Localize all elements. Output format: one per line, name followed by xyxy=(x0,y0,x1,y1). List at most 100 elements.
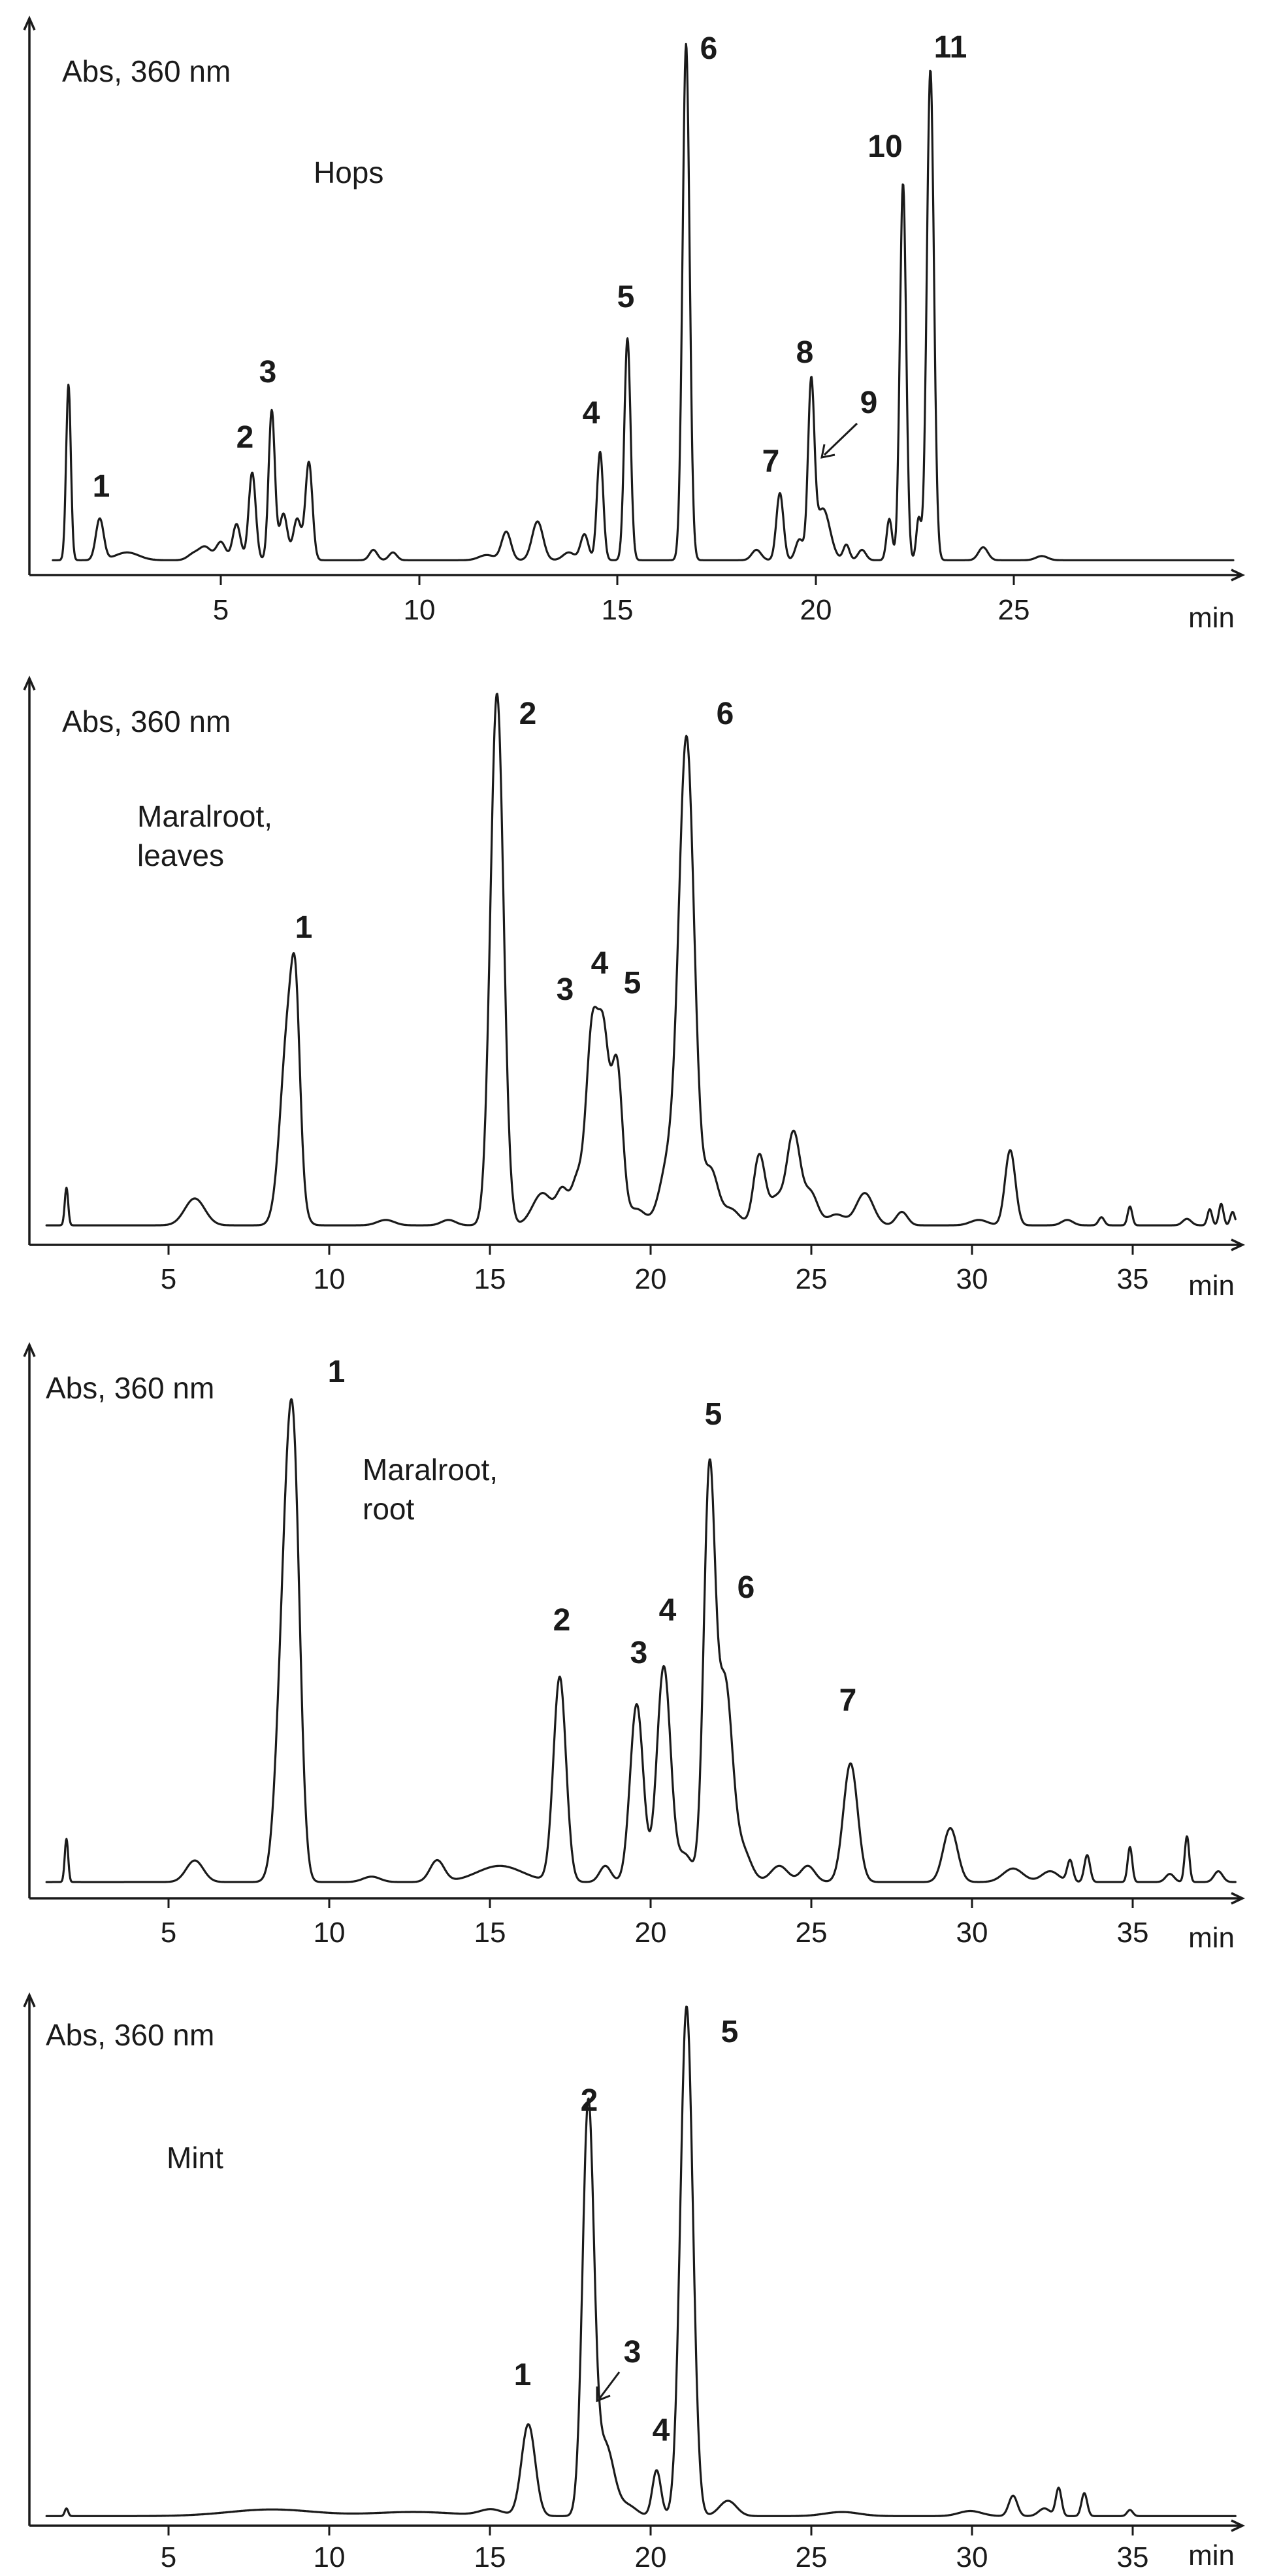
x-tick-label: 15 xyxy=(474,1917,506,1949)
x-tick-label: 5 xyxy=(213,594,229,626)
x-axis-unit: min xyxy=(1188,1922,1235,1954)
peak-label-4: 4 xyxy=(653,2413,670,2448)
x-tick-label: 35 xyxy=(1117,1263,1149,1295)
x-tick-label: 5 xyxy=(161,2541,176,2573)
panel-maralroot-root: 5 10 15 20 25 30 35 min Abs, 360 nm Mara… xyxy=(23,1342,1246,1954)
sample-label-line-1: Maralroot, xyxy=(137,799,272,833)
x-tick-label: 25 xyxy=(796,1917,828,1949)
panel-maralroot-leaves: 5 10 15 20 25 30 35 min Abs, 360 nm Mara… xyxy=(23,675,1246,1302)
x-tick-label: 10 xyxy=(404,594,436,626)
x-tick-label: 35 xyxy=(1117,1917,1149,1949)
peak-label-11: 11 xyxy=(934,30,967,65)
x-tick-label: 15 xyxy=(474,2541,506,2573)
y-axis-arrow xyxy=(23,1992,36,2007)
x-ticks-maralroot-leaves: 5 10 15 20 25 30 35 xyxy=(161,1245,1149,1295)
x-tick-label: 35 xyxy=(1117,2541,1149,2573)
x-axis-unit: min xyxy=(1188,1270,1235,1302)
x-tick-label: 10 xyxy=(314,1263,346,1295)
peak-label-1: 1 xyxy=(93,469,110,504)
trace-maralroot-root xyxy=(45,1398,1237,1883)
peak-label-3: 3 xyxy=(557,972,574,1007)
panel-mint: 5 10 15 20 25 30 35 min Abs, 360 nm Mint… xyxy=(23,1992,1246,2573)
x-tick-label: 20 xyxy=(635,2541,667,2573)
x-tick-label: 15 xyxy=(602,594,634,626)
peak-label-9: 9 xyxy=(860,386,878,420)
y-axis-label: Abs, 360 nm xyxy=(62,704,231,738)
panel-hops: 5 10 15 20 25 min Abs, 360 nm Hops 1 2 3… xyxy=(23,15,1246,634)
x-axis-unit: min xyxy=(1188,2539,1235,2571)
sample-label-line-1: Maralroot, xyxy=(363,1453,498,1487)
peak-label-2: 2 xyxy=(519,697,537,731)
y-axis-arrow xyxy=(23,675,36,691)
peak-labels-hops: 1 2 3 4 5 6 7 8 9 10 11 xyxy=(93,30,967,504)
x-tick-label: 25 xyxy=(796,2541,828,2573)
peak-label-1: 1 xyxy=(295,910,313,945)
x-tick-label: 20 xyxy=(635,1917,667,1949)
x-tick-label: 20 xyxy=(635,1263,667,1295)
peak-labels-maralroot-root: 1 2 3 4 5 6 7 xyxy=(328,1355,857,1718)
peak-label-3: 3 xyxy=(624,2335,641,2370)
peak-label-3: 3 xyxy=(630,1636,648,1670)
peak-label-5: 5 xyxy=(624,966,641,1000)
peak-label-4: 4 xyxy=(659,1593,677,1628)
x-axis-unit: min xyxy=(1188,602,1235,634)
x-tick-label: 25 xyxy=(796,1263,828,1295)
peak-labels-mint: 1 2 3 4 5 xyxy=(514,2015,739,2448)
x-axis-arrow xyxy=(1231,1892,1246,1905)
peak-label-2: 2 xyxy=(236,420,254,455)
x-tick-label: 30 xyxy=(956,1263,988,1295)
peak-label-6: 6 xyxy=(737,1570,755,1605)
sample-label-line-2: leaves xyxy=(137,838,224,872)
peak-label-2: 2 xyxy=(581,2083,598,2118)
peak-label-7: 7 xyxy=(839,1683,857,1718)
x-axis-arrow xyxy=(1231,1238,1246,1251)
peak-label-3: 3 xyxy=(259,355,277,389)
trace-maralroot-leaves xyxy=(45,693,1237,1227)
x-tick-label: 30 xyxy=(956,2541,988,2573)
sample-label-line-2: root xyxy=(363,1492,414,1526)
x-tick-label: 5 xyxy=(161,1917,176,1949)
trace-hops xyxy=(52,42,1235,561)
pointer-line xyxy=(598,2371,621,2399)
x-axis-arrow xyxy=(1231,2519,1246,2532)
x-axis-arrow xyxy=(1231,569,1246,582)
peak-label-6: 6 xyxy=(700,31,718,66)
pointer-peak-9 xyxy=(820,422,858,459)
x-tick-label: 30 xyxy=(956,1917,988,1949)
trace-mint xyxy=(45,2006,1237,2517)
pointer-head xyxy=(596,2386,611,2403)
peak-label-1: 1 xyxy=(328,1355,346,1389)
peak-label-5: 5 xyxy=(705,1397,722,1432)
pointer-peak-3 xyxy=(596,2371,621,2403)
peak-label-1: 1 xyxy=(514,2358,532,2392)
x-tick-label: 5 xyxy=(161,1263,176,1295)
peak-label-8: 8 xyxy=(796,335,814,370)
y-axis-arrow xyxy=(23,1342,36,1357)
peak-labels-maralroot-leaves: 1 2 3 4 5 6 xyxy=(295,697,734,1007)
peak-label-10: 10 xyxy=(867,129,902,164)
peak-label-5: 5 xyxy=(721,2015,739,2049)
x-ticks-hops: 5 10 15 20 25 xyxy=(213,575,1030,626)
x-tick-label: 25 xyxy=(998,594,1030,626)
y-axis-label: Abs, 360 nm xyxy=(46,1371,214,1405)
peak-label-4: 4 xyxy=(583,396,600,431)
x-tick-label: 10 xyxy=(314,2541,346,2573)
sample-label: Hops xyxy=(314,156,383,190)
y-axis-label: Abs, 360 nm xyxy=(46,2018,214,2052)
peak-label-5: 5 xyxy=(617,280,635,314)
peak-label-2: 2 xyxy=(553,1603,571,1638)
peak-label-6: 6 xyxy=(717,697,734,731)
pointer-line xyxy=(823,422,858,456)
y-axis-arrow xyxy=(23,15,36,31)
peak-label-7: 7 xyxy=(762,444,780,479)
x-tick-label: 20 xyxy=(800,594,832,626)
x-ticks-maralroot-root: 5 10 15 20 25 30 35 xyxy=(161,1898,1149,1949)
x-tick-label: 15 xyxy=(474,1263,506,1295)
x-tick-label: 10 xyxy=(314,1917,346,1949)
y-axis-label: Abs, 360 nm xyxy=(62,54,231,88)
x-ticks-mint: 5 10 15 20 25 30 35 xyxy=(161,2526,1149,2573)
pointer-head xyxy=(820,444,835,459)
sample-label: Mint xyxy=(167,2141,223,2175)
peak-label-4: 4 xyxy=(591,946,609,981)
